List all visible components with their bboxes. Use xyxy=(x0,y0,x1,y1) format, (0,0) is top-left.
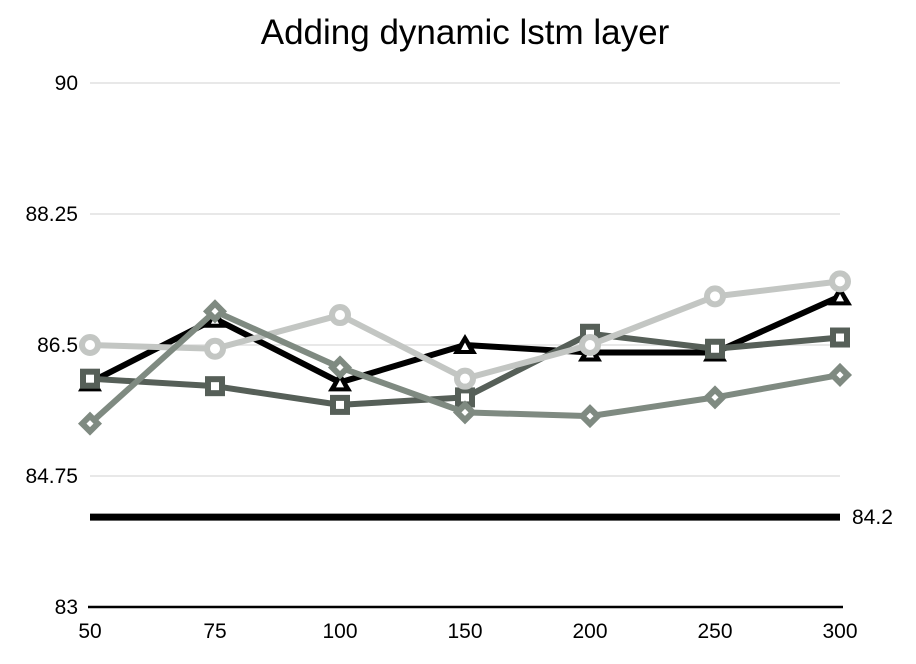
triangle-marker-center xyxy=(836,293,844,302)
diamond-marker xyxy=(202,299,228,324)
triangle-marker-center xyxy=(461,342,469,350)
diamond-marker xyxy=(452,400,478,425)
y-tick-label: 90 xyxy=(55,72,78,95)
circle-marker xyxy=(454,367,476,390)
circle-marker xyxy=(204,337,226,360)
y-tick-label: 86.5 xyxy=(37,334,78,357)
x-tick-label: 300 xyxy=(822,620,857,643)
y-tick-label: 88.25 xyxy=(25,203,78,226)
x-tick-label: 150 xyxy=(447,620,482,643)
square-marker xyxy=(205,376,225,397)
square-marker xyxy=(705,338,725,359)
diamond-marker xyxy=(77,411,103,436)
circle-marker xyxy=(79,334,101,356)
circle-marker xyxy=(704,285,726,308)
y-tick-label: 84.75 xyxy=(25,465,78,488)
diamond-marker xyxy=(327,355,353,380)
square-marker xyxy=(80,368,100,389)
circle-marker xyxy=(329,304,351,327)
x-tick-label: 50 xyxy=(78,620,101,643)
diamond-marker xyxy=(577,404,603,429)
series-line-light-gray-circle-series xyxy=(89,278,841,382)
square-marker xyxy=(830,327,850,348)
circle-marker xyxy=(579,334,601,356)
square-marker xyxy=(330,394,350,415)
reference-line-label: 84.2 xyxy=(852,506,893,529)
x-tick-label: 75 xyxy=(203,620,226,643)
circle-marker xyxy=(829,270,851,293)
x-tick-label: 200 xyxy=(572,620,607,643)
diamond-marker xyxy=(827,362,853,387)
chart-title: Adding dynamic lstm layer xyxy=(260,13,670,52)
diamond-marker xyxy=(702,385,728,410)
x-tick-label: 100 xyxy=(322,620,357,643)
x-tick-label: 250 xyxy=(697,620,732,643)
y-tick-label: 83 xyxy=(55,596,78,619)
triangle-marker-center xyxy=(336,379,344,388)
